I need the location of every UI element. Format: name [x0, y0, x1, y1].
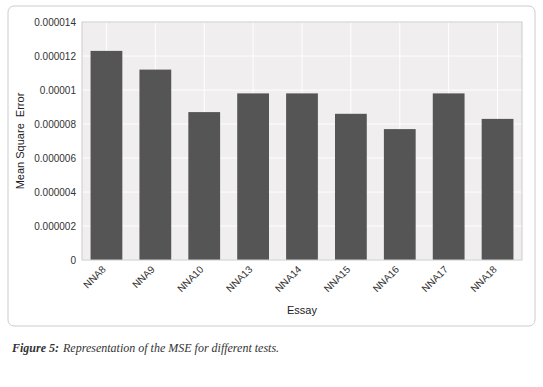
bar — [237, 93, 269, 260]
bar — [286, 93, 318, 260]
bar — [482, 119, 514, 260]
plot-frame — [82, 22, 522, 260]
x-tick-label: NNA17 — [419, 263, 450, 294]
y-axis: 0 0.000002 0.000004 0.000006 0.000008 0.00001… — [34, 17, 76, 266]
y-tick-label: 0.000004 — [34, 187, 76, 198]
bar — [91, 51, 123, 260]
bar — [139, 70, 171, 260]
bar — [433, 93, 465, 260]
y-tick-label: 0.000012 — [34, 51, 76, 62]
x-tick-label: NNA8 — [81, 263, 108, 290]
x-axis-label: Essay — [287, 304, 317, 316]
x-tick-label: NNA14 — [273, 263, 304, 294]
y-tick-label: 0 — [70, 255, 76, 266]
y-tick-label: 0.000014 — [34, 17, 76, 28]
y-tick-label: 0.00001 — [40, 85, 77, 96]
y-tick-label: 0.000006 — [34, 153, 76, 164]
x-tick-label: NNA9 — [130, 263, 157, 290]
x-axis: NNA8 NNA9 NNA10 NNA13 NNA14 NNA15 NNA16 NNA17 NN… — [81, 263, 499, 294]
caption-text: Representation of the MSE for different … — [62, 341, 279, 355]
y-tick-label: 0.000008 — [34, 119, 76, 130]
x-tick-label: NNA13 — [224, 263, 255, 294]
bars — [91, 51, 514, 260]
caption-title: Figure 5: — [11, 341, 59, 355]
caption: Figure 5:Representation of the MSE for d… — [11, 341, 279, 355]
x-tick-label: NNA16 — [371, 263, 402, 294]
x-tick-label: NNA15 — [322, 263, 353, 294]
bar — [188, 112, 220, 260]
y-axis-label: Mean Square Error — [14, 92, 26, 189]
grid — [82, 22, 522, 260]
y-tick-label: 0.000002 — [34, 221, 76, 232]
chart: 0 0.000002 0.000004 0.000006 0.000008 0.00001… — [0, 0, 543, 387]
x-tick-label: NNA10 — [175, 263, 206, 294]
x-tick-label: NNA18 — [468, 263, 499, 294]
border-box — [8, 6, 535, 326]
bar — [335, 114, 367, 260]
bar — [384, 129, 416, 260]
plot-background — [82, 22, 522, 260]
